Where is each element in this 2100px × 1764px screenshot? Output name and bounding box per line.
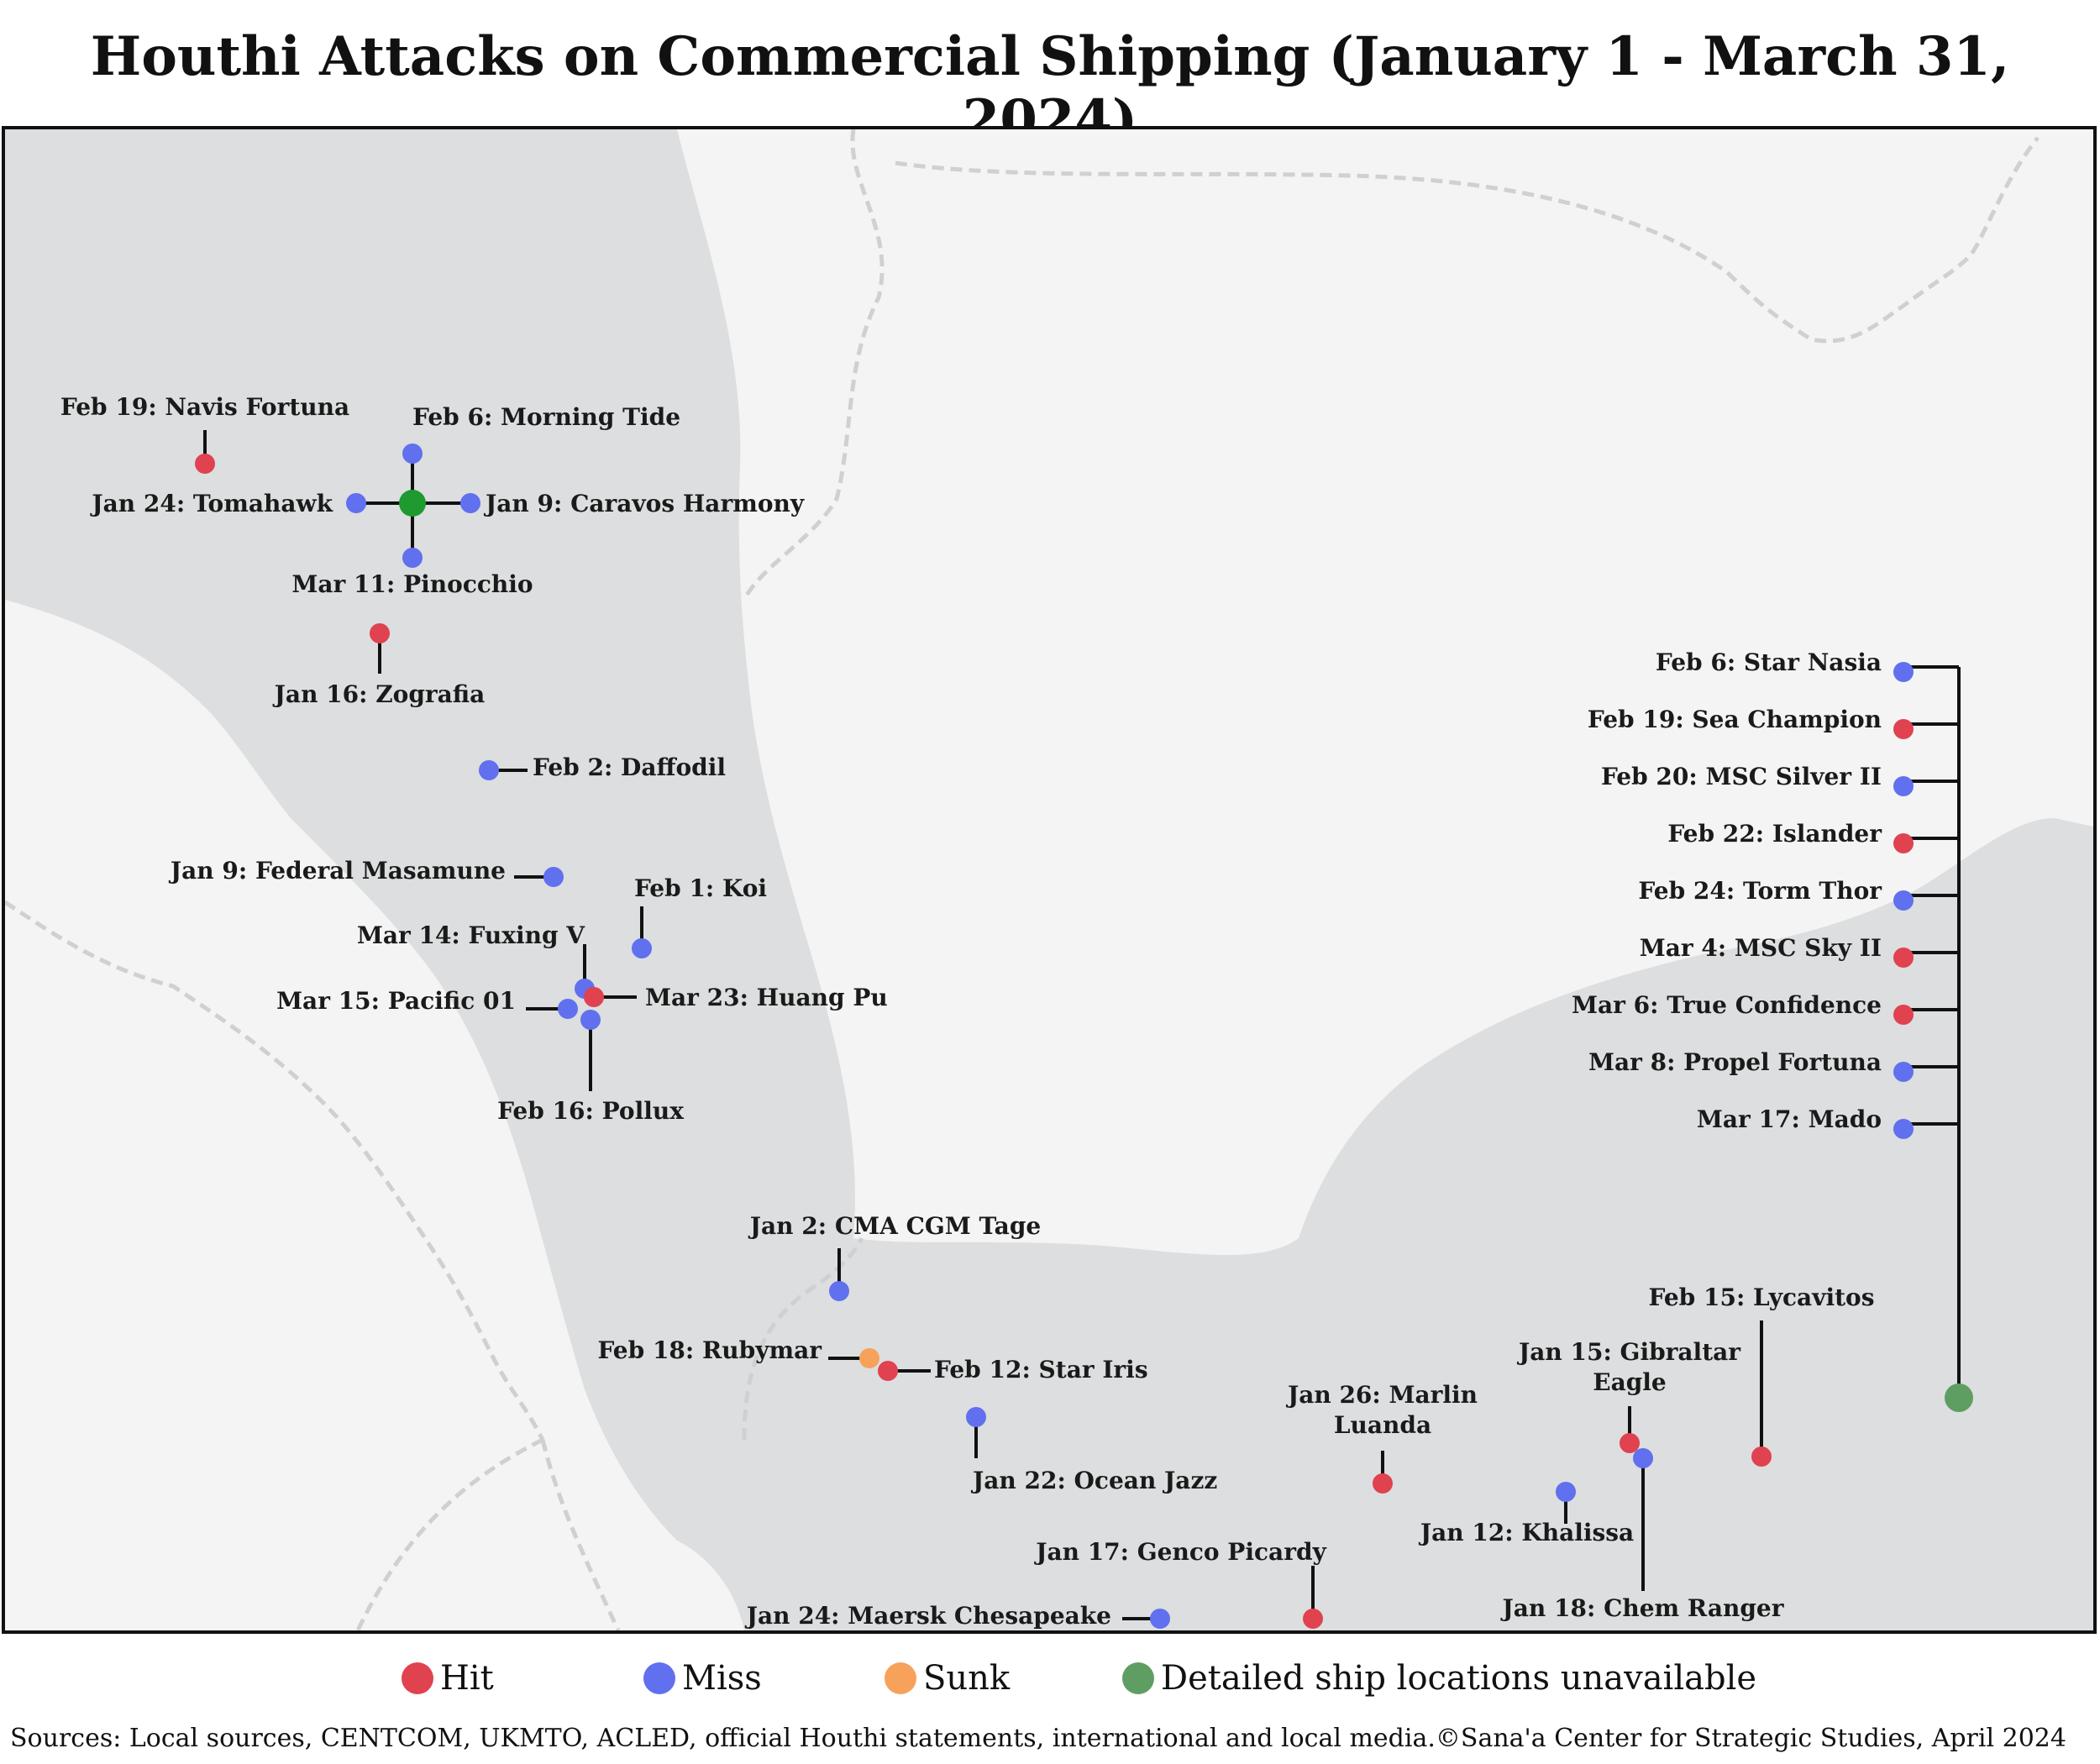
legend-swatch xyxy=(643,1662,675,1694)
map-frame[interactable]: Feb 19: Navis Fortuna Feb 6: Morning Tide… xyxy=(2,126,2097,1634)
marker-mar-4-msc-sky-ii[interactable] xyxy=(1893,948,1914,968)
attack-label-line2: Eagle xyxy=(1593,1368,1667,1396)
marker-jan-9-caravos-harmony[interactable] xyxy=(460,493,480,513)
marker-mar-15-pacific-01[interactable] xyxy=(558,999,578,1019)
attack-label: Jan 17: Genco Picardy xyxy=(1033,1538,1326,1566)
attack-label: Jan 18: Chem Ranger xyxy=(1500,1594,1785,1622)
legend: Hit Miss Sunk Detailed ship locations unava… xyxy=(0,1659,2100,1709)
legend-swatch xyxy=(1122,1662,1154,1694)
marker-feb-2-daffodil[interactable] xyxy=(479,760,499,780)
attack-label: Mar 15: Pacific 01 xyxy=(276,987,516,1015)
legend-label: Detailed ship locations unavailable xyxy=(1161,1659,1757,1698)
sources-footnote: Sources: Local sources, CENTCOM, UKMTO, … xyxy=(10,1724,2093,1753)
marker-mar-8-propel-fortuna[interactable] xyxy=(1893,1062,1914,1082)
marker-jan-24-tomahawk[interactable] xyxy=(346,493,366,513)
attack-label: Feb 15: Lycavitos xyxy=(1649,1284,1875,1311)
attack-label: Feb 6: Morning Tide xyxy=(412,403,680,431)
legend-swatch xyxy=(885,1662,916,1694)
attack-label: Jan 16: Zografia xyxy=(272,680,486,708)
marker-jan-24-maersk-chesapeake[interactable] xyxy=(1150,1609,1170,1629)
marker-jan-2-cma-cgm-tage[interactable] xyxy=(829,1281,849,1301)
attack-label: Feb 2: Daffodil xyxy=(533,753,726,781)
marker-feb-6-star-nasia[interactable] xyxy=(1893,662,1914,682)
attack-label: Jan 15: Gibraltar xyxy=(1516,1338,1741,1366)
attack-label: Jan 2: CMA CGM Tage xyxy=(748,1212,1041,1240)
unlocated-attack-label: Feb 20: MSC Silver II xyxy=(1601,763,1882,790)
attack-label: Jan 9: Federal Masamune xyxy=(168,857,506,885)
borders xyxy=(5,129,2040,1630)
marker-jan-17-genco-picardy[interactable] xyxy=(1303,1609,1323,1629)
attack-label: Mar 11: Pinocchio xyxy=(291,570,533,598)
attack-label: Feb 16: Pollux xyxy=(497,1097,684,1125)
marker-jan-16-zografia[interactable] xyxy=(370,623,390,643)
unlocated-attack-label: Mar 4: MSC Sky II xyxy=(1640,934,1882,962)
marker-mar-6-true-confidence[interactable] xyxy=(1893,1005,1914,1025)
attack-label: Mar 23: Huang Pu xyxy=(645,984,888,1011)
attack-label: Jan 26: Marlin xyxy=(1285,1381,1478,1409)
legend-item-hit: Hit xyxy=(402,1659,494,1698)
marker-mar-17-mado[interactable] xyxy=(1893,1119,1914,1139)
marker-feb-22-islander[interactable] xyxy=(1893,833,1914,853)
attack-label: Mar 14: Fuxing V xyxy=(357,921,585,949)
unlocated-attack-label: Feb 24: Torm Thor xyxy=(1638,877,1882,905)
attack-label: Feb 12: Star Iris xyxy=(934,1356,1148,1383)
legend-label: Hit xyxy=(440,1659,494,1698)
marker-jan-18-chem-ranger[interactable] xyxy=(1633,1448,1653,1468)
marker-jan-9-federal-masamune[interactable] xyxy=(543,867,564,887)
legend-label: Miss xyxy=(682,1659,762,1698)
marker-mar-11-pinocchio[interactable] xyxy=(402,548,423,568)
marker-mar-23-huang-pu[interactable] xyxy=(584,987,604,1007)
attack-label: Jan 24: Tomahawk xyxy=(89,490,333,517)
marker-jan-22-ocean-jazz[interactable] xyxy=(966,1407,986,1427)
sources-text: Sources: Local sources, CENTCOM, UKMTO, … xyxy=(10,1724,1436,1753)
legend-item-miss: Miss xyxy=(643,1659,762,1698)
attack-label: Feb 1: Koi xyxy=(634,874,767,902)
marker-feb-15-lycavitos[interactable] xyxy=(1751,1446,1772,1467)
marker-feb-16-pollux[interactable] xyxy=(580,1010,601,1030)
attack-label: Jan 24: Maersk Chesapeake xyxy=(744,1602,1111,1630)
marker-feb-6-morning-tide[interactable] xyxy=(402,444,423,464)
unlocated-attack-label: Mar 8: Propel Fortuna xyxy=(1588,1048,1882,1076)
legend-item-detailed-ship-locations-unavailable: Detailed ship locations unavailable xyxy=(1122,1659,1756,1698)
red-sea xyxy=(5,129,929,1630)
legend-label: Sunk xyxy=(923,1659,1011,1698)
attack-label: Jan 9: Caravos Harmony xyxy=(483,490,805,517)
marker-feb-12-star-iris[interactable] xyxy=(878,1361,898,1381)
leader-lines xyxy=(203,430,1961,1620)
map-title: Houthi Attacks on Commercial Shipping (J… xyxy=(90,25,2010,151)
marker-feb-1-koi[interactable] xyxy=(632,938,652,958)
attack-markers: Feb 19: Navis Fortuna Feb 6: Morning Tide… xyxy=(60,393,1973,1630)
legend-item-sunk: Sunk xyxy=(885,1659,1010,1698)
marker-feb-19-sea-champion[interactable] xyxy=(1893,719,1914,739)
attack-label: Jan 12: Khalissa xyxy=(1418,1519,1634,1546)
map-canvas[interactable]: Feb 19: Navis Fortuna Feb 6: Morning Tide… xyxy=(5,129,2093,1630)
copyright-text: ©Sana'a Center for Strategic Studies, Ap… xyxy=(1435,1724,2066,1753)
unlocated-attack-label: Mar 6: True Confidence xyxy=(1572,991,1882,1019)
attack-label: Feb 19: Navis Fortuna xyxy=(60,393,349,421)
sea-areas xyxy=(5,129,2093,1630)
marker-feb-18-rubymar[interactable] xyxy=(859,1348,879,1368)
gulf-of-aden xyxy=(845,818,2093,1630)
cluster-hub-marker[interactable] xyxy=(399,490,426,517)
marker-jan-15-gibraltar-eagle[interactable] xyxy=(1620,1433,1640,1453)
marker-jan-26-marlin-luanda[interactable] xyxy=(1373,1473,1393,1494)
unavailable-location-marker[interactable] xyxy=(1945,1383,1973,1412)
unlocated-attack-label: Feb 22: Islander xyxy=(1667,820,1882,848)
unlocated-attack-label: Feb 19: Sea Champion xyxy=(1588,706,1882,733)
attack-label: Jan 22: Ocean Jazz xyxy=(970,1467,1217,1494)
unlocated-attack-label: Mar 17: Mado xyxy=(1697,1105,1882,1133)
unlocated-attack-label: Feb 6: Star Nasia xyxy=(1656,648,1882,676)
marker-feb-24-torm-thor[interactable] xyxy=(1893,890,1914,911)
marker-feb-19-navis-fortuna[interactable] xyxy=(195,454,215,474)
legend-swatch xyxy=(402,1662,433,1694)
marker-feb-20-msc-silver-ii[interactable] xyxy=(1893,776,1914,796)
marker-jan-12-khalissa[interactable] xyxy=(1556,1482,1576,1502)
attack-label-line2: Luanda xyxy=(1334,1411,1431,1439)
attack-label: Feb 18: Rubymar xyxy=(597,1336,822,1364)
